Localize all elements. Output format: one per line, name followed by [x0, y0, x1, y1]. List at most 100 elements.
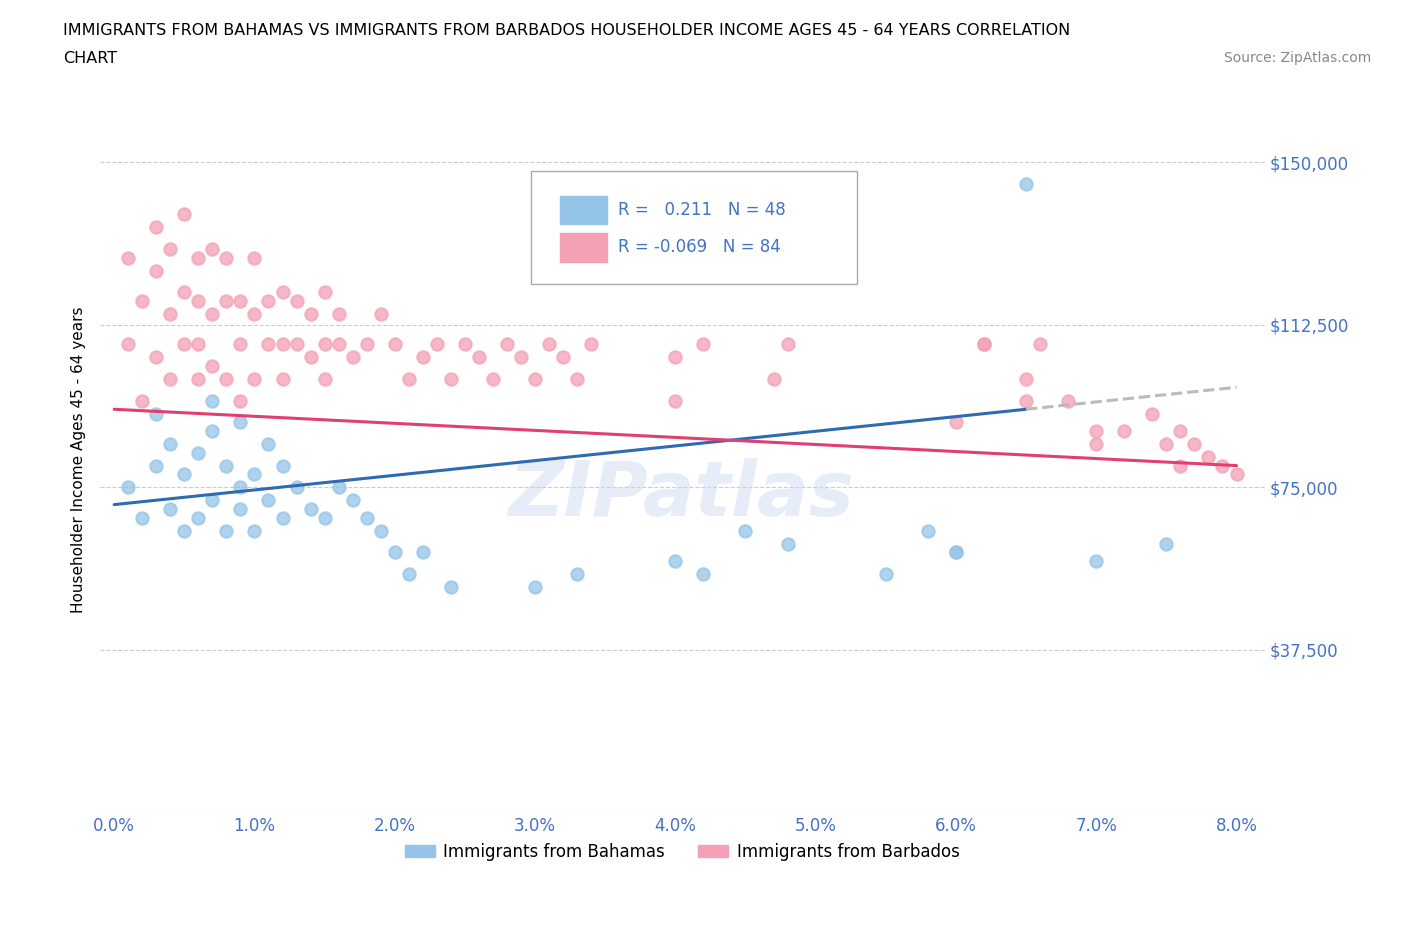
Point — [271, 511, 294, 525]
Point — [117, 250, 139, 265]
Point — [285, 294, 308, 309]
Point — [664, 553, 686, 568]
Point — [1015, 177, 1038, 192]
Point — [201, 393, 224, 408]
Point — [342, 493, 364, 508]
Point — [229, 294, 252, 309]
Point — [579, 337, 602, 352]
Point — [187, 511, 209, 525]
Text: CHART: CHART — [63, 51, 117, 66]
Point — [664, 393, 686, 408]
Point — [201, 358, 224, 373]
Point — [243, 307, 266, 322]
Point — [159, 307, 181, 322]
Point — [173, 467, 195, 482]
Point — [257, 294, 280, 309]
Point — [299, 350, 322, 365]
Text: R =   0.211   N = 48: R = 0.211 N = 48 — [619, 201, 786, 219]
Point — [440, 371, 463, 386]
Point — [412, 350, 434, 365]
Point — [131, 511, 153, 525]
Point — [271, 337, 294, 352]
Point — [187, 371, 209, 386]
Point — [945, 545, 967, 560]
Point — [131, 294, 153, 309]
Point — [215, 250, 238, 265]
Point — [173, 206, 195, 221]
Y-axis label: Householder Income Ages 45 - 64 years: Householder Income Ages 45 - 64 years — [72, 307, 86, 614]
Point — [271, 458, 294, 473]
Point — [257, 436, 280, 451]
Text: Source: ZipAtlas.com: Source: ZipAtlas.com — [1223, 51, 1371, 65]
Point — [1142, 406, 1164, 421]
Point — [1114, 423, 1136, 438]
Point — [1085, 436, 1108, 451]
Point — [496, 337, 519, 352]
Point — [1015, 393, 1038, 408]
Point — [173, 285, 195, 299]
Point — [482, 371, 505, 386]
Point — [524, 371, 547, 386]
Text: IMMIGRANTS FROM BAHAMAS VS IMMIGRANTS FROM BARBADOS HOUSEHOLDER INCOME AGES 45 -: IMMIGRANTS FROM BAHAMAS VS IMMIGRANTS FR… — [63, 23, 1070, 38]
Point — [565, 371, 588, 386]
Point — [1029, 337, 1052, 352]
Point — [243, 524, 266, 538]
Point — [328, 307, 350, 322]
Point — [454, 337, 477, 352]
Point — [187, 250, 209, 265]
Point — [342, 350, 364, 365]
Point — [1225, 467, 1247, 482]
Point — [159, 436, 181, 451]
Point — [215, 458, 238, 473]
Point — [117, 480, 139, 495]
Point — [370, 524, 392, 538]
Point — [215, 294, 238, 309]
Point — [762, 371, 785, 386]
Point — [468, 350, 491, 365]
Point — [299, 307, 322, 322]
Point — [159, 501, 181, 516]
Point — [314, 285, 336, 299]
Point — [145, 219, 167, 234]
Point — [1184, 436, 1206, 451]
Point — [412, 545, 434, 560]
Point — [159, 242, 181, 257]
Point — [1085, 553, 1108, 568]
Point — [398, 566, 420, 581]
Point — [314, 511, 336, 525]
Point — [173, 337, 195, 352]
Point — [229, 337, 252, 352]
Point — [145, 458, 167, 473]
Point — [257, 493, 280, 508]
Point — [398, 371, 420, 386]
Point — [524, 579, 547, 594]
Point — [215, 524, 238, 538]
FancyBboxPatch shape — [560, 196, 606, 224]
Point — [356, 511, 378, 525]
Point — [201, 493, 224, 508]
Point — [314, 371, 336, 386]
Point — [229, 501, 252, 516]
Point — [664, 350, 686, 365]
Point — [201, 242, 224, 257]
Point — [229, 393, 252, 408]
Point — [1170, 423, 1192, 438]
Point — [1057, 393, 1080, 408]
Point — [243, 371, 266, 386]
Point — [945, 545, 967, 560]
Point — [734, 524, 756, 538]
Point — [1211, 458, 1233, 473]
Point — [229, 480, 252, 495]
Point — [187, 445, 209, 460]
Point — [384, 337, 406, 352]
Legend: Immigrants from Bahamas, Immigrants from Barbados: Immigrants from Bahamas, Immigrants from… — [398, 836, 966, 868]
FancyBboxPatch shape — [531, 171, 858, 284]
Point — [945, 415, 967, 430]
Point — [187, 337, 209, 352]
Point — [1156, 436, 1178, 451]
Point — [243, 467, 266, 482]
Point — [776, 537, 799, 551]
Point — [243, 250, 266, 265]
Point — [875, 566, 897, 581]
Text: ZIPatlas: ZIPatlas — [509, 458, 855, 532]
